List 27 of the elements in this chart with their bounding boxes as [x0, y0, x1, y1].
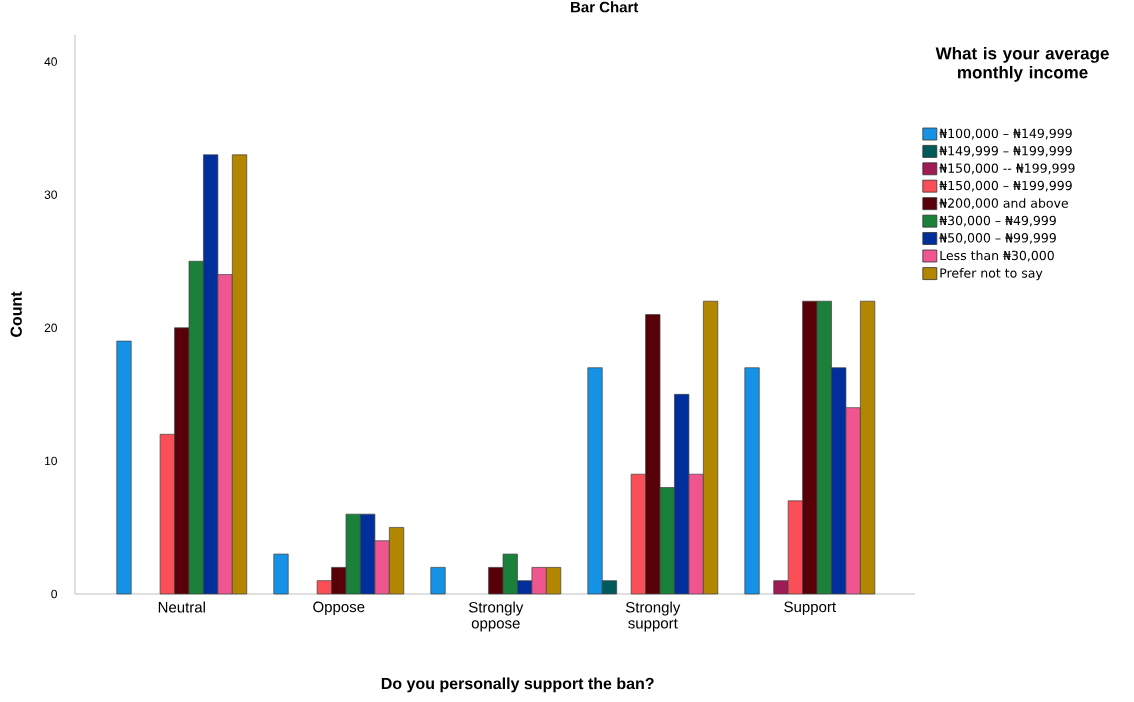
legend-label: ₦150,000 – ₦199,999 [939, 180, 1072, 192]
legend-label: Less than ₦30,000 [940, 250, 1054, 262]
y-tick-label: 40 [44, 57, 58, 66]
x-axis-title: Do you personally support the ban? [381, 677, 654, 693]
chart-title: Bar Chart [571, 1, 639, 13]
y-tick-label: 30 [44, 190, 58, 199]
legend-label: ₦100,000 – ₦149,999 [939, 128, 1072, 140]
x-tick-label: Oppose [313, 601, 365, 616]
x-tick-label: Support [784, 601, 836, 616]
y-tick-label: 10 [45, 456, 58, 466]
bar [273, 553, 289, 595]
bar [744, 367, 760, 595]
legend-label: ₦200,000 and above [939, 198, 1068, 210]
y-tick-label: 20 [44, 323, 58, 333]
legend-label: ₦50,000 – ₦99,999 [939, 233, 1056, 244]
legend-label: ₦30,000 – ₦49,999 [939, 215, 1056, 227]
x-tick-label: Neutral [158, 601, 205, 613]
y-tick-label: 0 [51, 589, 58, 599]
legend-label: ₦150,000 -- ₦199,999 [939, 163, 1075, 175]
bar [430, 567, 446, 595]
legend-title: What is your average monthly income [935, 46, 1109, 82]
x-tick-label: Strongly support [625, 601, 681, 632]
y-axis-title: Count [10, 291, 22, 337]
legend-label: ₦149,999 – ₦199,999 [939, 146, 1072, 157]
legend-label: Prefer not to say [940, 268, 1043, 281]
bar [116, 340, 132, 595]
x-tick-label: Strongly oppose [468, 601, 524, 632]
